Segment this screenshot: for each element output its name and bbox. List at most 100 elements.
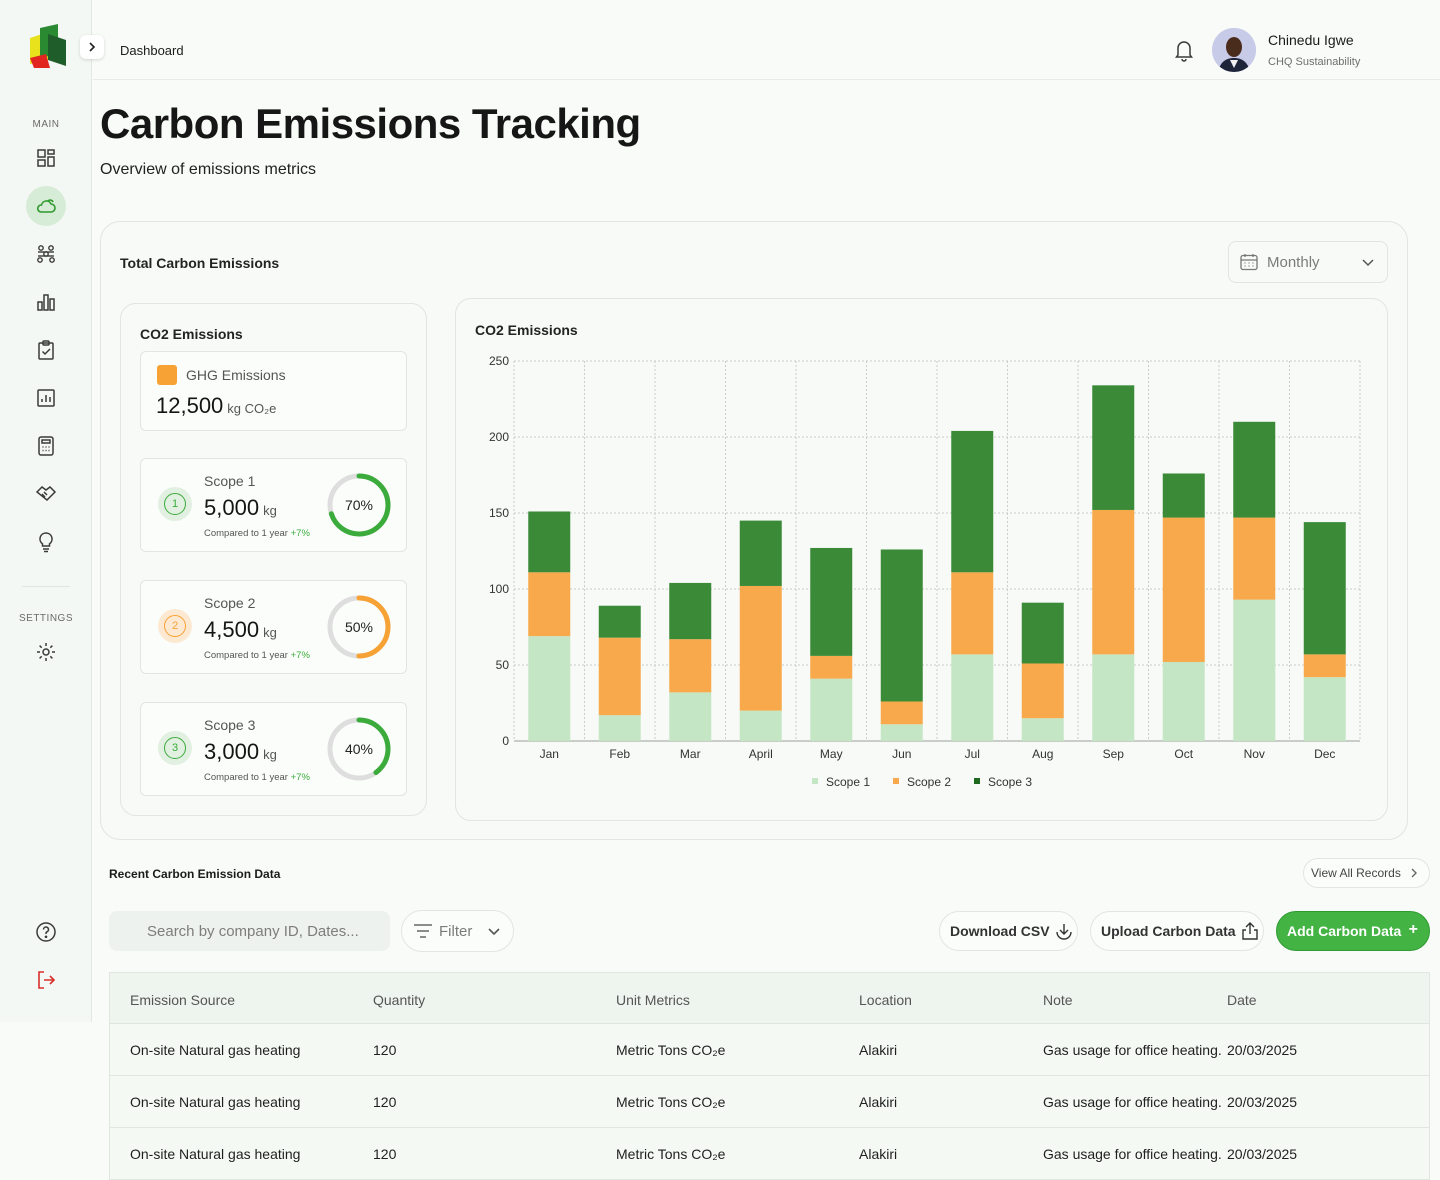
panel-title: Total Carbon Emissions [120,255,280,271]
scope-card: 2 Scope 2 4,500 kg Compared to 1 year +7%… [140,580,407,674]
column-header[interactable]: Quantity [373,992,426,1008]
scope-value: 3,000 kg [204,739,277,765]
co2-card-title: CO2 Emissions [140,326,243,342]
column-header[interactable]: Emission Source [130,992,236,1008]
ghg-emissions-box: GHG Emissions 12,500 kg CO₂e [140,351,407,431]
column-header[interactable]: Note [1043,992,1073,1008]
bar-segment [739,585,782,711]
sidebar-item-tasks[interactable] [26,330,66,370]
column-header[interactable]: Unit Metrics [616,992,690,1008]
sidebar-item-settings[interactable] [26,632,66,672]
sidebar-divider [22,586,70,587]
dashboard-icon [37,149,55,167]
cell-date: 20/03/2025 [1227,1094,1298,1110]
co2-summary-card: CO2 Emissions GHG Emissions 12,500 kg CO₂… [120,303,427,816]
bar-segment [598,605,641,638]
ghg-icon [157,365,177,385]
cell-location: Alakiri [859,1094,898,1110]
user-photo [1212,28,1256,72]
bar-chart-icon [37,294,55,311]
sidebar-item-help[interactable] [26,912,66,952]
chart-title: CO2 Emissions [475,322,578,338]
view-all-records-button[interactable]: View All Records [1303,858,1430,888]
bar-segment [810,678,853,741]
scope-delta: +7% [290,772,310,783]
bar-segment [739,710,782,741]
filter-label: Filter [439,922,473,940]
sidebar-item-calculator[interactable] [26,426,66,466]
table-row[interactable]: On-site Natural gas heating 120 Metric T… [109,1076,1430,1128]
bar-segment [669,582,712,640]
progress-ring [327,717,391,781]
table-row[interactable]: On-site Natural gas heating 120 Metric T… [109,1024,1430,1076]
cell-note: Gas usage for office heating. [1043,1146,1222,1162]
cell-emission-source: On-site Natural gas heating [130,1094,301,1110]
gear-icon [37,643,55,661]
search-input[interactable] [109,911,390,951]
avatar[interactable] [1212,28,1256,72]
sidebar-item-dashboard[interactable] [26,138,66,178]
upload-carbon-data-label: Upload Carbon Data [1101,923,1236,939]
y-tick-label: 200 [489,430,509,444]
column-header[interactable]: Location [859,992,912,1008]
sidebar-collapse-button[interactable] [80,35,104,59]
cell-quantity: 120 [373,1094,397,1110]
scope-delta: +7% [290,528,310,539]
cell-location: Alakiri [859,1146,898,1162]
scope-number-badge: 3 [158,731,192,765]
filter-button[interactable]: Filter [401,910,514,952]
scope-card: 3 Scope 3 3,000 kg Compared to 1 year +7%… [140,702,407,796]
x-tick-label: Nov [1244,747,1265,761]
add-carbon-data-button[interactable]: Add Carbon Data + [1276,911,1430,951]
bell-icon[interactable] [1173,38,1195,62]
sidebar: MAIN SETTINGS [0,0,92,1022]
bar-segment [1092,509,1135,655]
cell-note: Gas usage for office heating. [1043,1094,1222,1110]
download-csv-button[interactable]: Download CSV [939,911,1078,951]
chevron-right-icon [89,42,96,52]
table-row[interactable]: On-site Natural gas heating 120 Metric T… [109,1128,1430,1180]
ghg-label: GHG Emissions [186,367,286,383]
cell-quantity: 120 [373,1146,397,1162]
bar-segment [951,430,994,573]
upload-carbon-data-button[interactable]: Upload Carbon Data [1090,911,1264,951]
bar-segment [1021,602,1064,664]
sidebar-item-insights[interactable] [26,522,66,562]
x-tick-label: Jan [540,747,559,761]
bar-segment [1303,677,1346,741]
legend-swatch [974,778,980,784]
scope-number: 1 [164,493,186,515]
sidebar-item-analytics[interactable] [26,282,66,322]
page-subtitle: Overview of emissions metrics [100,161,317,178]
cloud-icon [36,199,56,213]
y-tick-label: 250 [489,354,509,368]
cell-quantity: 120 [373,1042,397,1058]
recent-records-title: Recent Carbon Emission Data [109,867,281,881]
sidebar-item-logout[interactable] [26,960,66,1000]
bar-segment [1162,517,1205,662]
bar-segment [880,724,923,741]
logout-icon [38,971,56,989]
bar-segment [1092,385,1135,510]
bar-segment [739,520,782,586]
cell-location: Alakiri [859,1042,898,1058]
bar-segment [669,639,712,693]
sidebar-item-reports[interactable] [26,378,66,418]
breadcrumb[interactable]: Dashboard [120,43,184,58]
bar-segment [1092,654,1135,741]
x-tick-label: Oct [1174,747,1193,761]
column-header[interactable]: Date [1227,992,1257,1008]
scope-number: 3 [164,737,186,759]
period-select[interactable]: Monthly [1228,241,1388,283]
scope-value: 4,500 kg [204,617,277,643]
download-icon [1055,924,1072,940]
ghg-value-number: 12,500 [156,393,224,418]
bar-segment [1021,663,1064,719]
sidebar-item-partners[interactable] [26,474,66,514]
scope-name: Scope 3 [204,717,256,733]
sidebar-item-network[interactable] [26,234,66,274]
x-tick-label: April [749,747,773,761]
cell-note: Gas usage for office heating. [1043,1042,1222,1058]
sidebar-item-emissions[interactable] [26,186,66,226]
bar-segment [1233,599,1276,741]
